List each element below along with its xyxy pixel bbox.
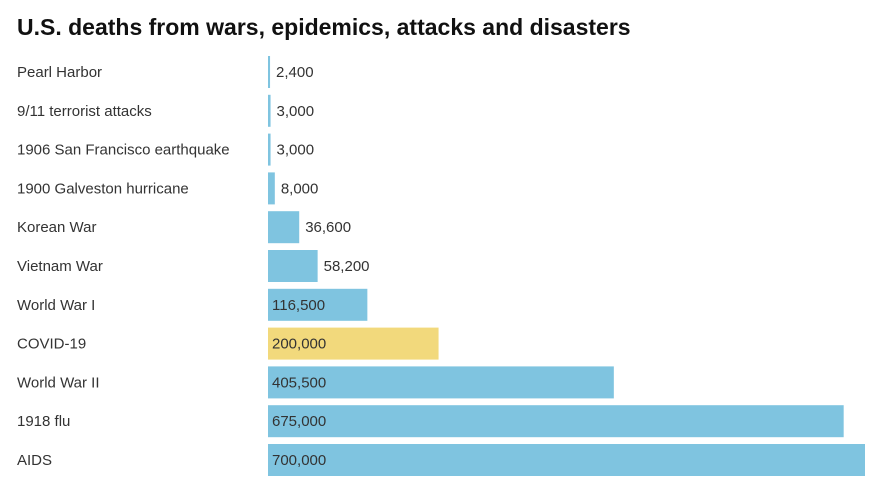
- category-label: World War II: [17, 374, 100, 391]
- bar: [268, 366, 614, 399]
- value-label: 405,500: [272, 374, 326, 391]
- category-label: 9/11 terrorist attacks: [17, 103, 152, 120]
- value-label: 58,200: [324, 258, 370, 275]
- bar: [268, 133, 271, 166]
- category-label: Vietnam War: [17, 258, 103, 275]
- bar: [268, 250, 318, 282]
- bar: [268, 405, 844, 438]
- category-label: AIDS: [17, 452, 52, 469]
- category-label: 1900 Galveston hurricane: [17, 180, 189, 197]
- value-label: 116,500: [272, 297, 325, 314]
- category-label: 1906 San Francisco earthquake: [17, 142, 230, 159]
- value-label: 3,000: [277, 103, 315, 120]
- value-label: 700,000: [272, 452, 326, 469]
- bar-highlight: [268, 327, 439, 360]
- value-label: 200,000: [272, 336, 326, 353]
- value-label: 2,400: [276, 64, 314, 81]
- value-label: 3,000: [277, 142, 315, 159]
- category-label: COVID-19: [17, 336, 86, 353]
- chart-title: U.S. deaths from wars, epidemics, attack…: [17, 14, 631, 40]
- bar: [268, 172, 275, 205]
- bar: [268, 444, 865, 476]
- bar: [268, 94, 271, 127]
- category-label: World War I: [17, 297, 95, 314]
- bar: [268, 211, 300, 244]
- category-label: Korean War: [17, 219, 96, 236]
- bars-layer: Pearl Harbor 2,400 9/11 terrorist attacks 3…: [17, 56, 865, 476]
- value-label: 675,000: [272, 413, 326, 430]
- category-label: Pearl Harbor: [17, 64, 102, 81]
- value-label: 36,600: [305, 219, 351, 236]
- value-label: 8,000: [281, 180, 319, 197]
- bar: [268, 288, 368, 321]
- bar: [268, 56, 271, 88]
- category-label: 1918 flu: [17, 413, 70, 430]
